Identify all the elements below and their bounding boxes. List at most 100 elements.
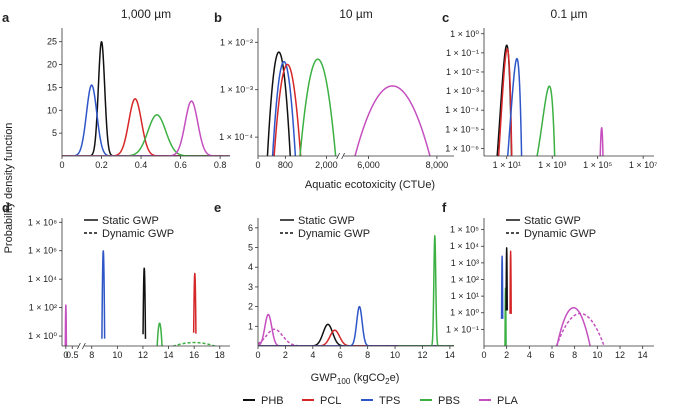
series-pbs-solid-c <box>536 85 556 156</box>
x-tick-label-c: 1 × 10⁵ <box>583 160 612 170</box>
series-pcl-solid-f <box>509 250 512 314</box>
series-pcl-solid-a <box>62 98 230 156</box>
series-phb-solid-a <box>62 40 225 156</box>
x-tick-label-d: 18 <box>215 350 225 360</box>
y-tick-label-f: 1 × 10² <box>451 274 479 284</box>
y-tick-label-f: 1 × 10⁵ <box>450 225 479 235</box>
x-tick-label-e: 12 <box>417 350 427 360</box>
y-tick-label-b: 1 × 10⁻² <box>220 37 253 47</box>
y-tick-label-e: 6 <box>248 223 253 233</box>
panel-title-c: 0.1 µm <box>551 7 588 21</box>
x-tick-label-e: 6 <box>338 350 343 360</box>
legend-label: TPS <box>379 395 400 407</box>
x-tick-label-e: 4 <box>310 350 315 360</box>
x-tick-label-f: 2 <box>504 350 509 360</box>
legend-label: PCL <box>320 395 341 407</box>
y-tick-label-e: 4 <box>248 262 253 272</box>
y-tick-label-c: 1 × 10⁻¹ <box>446 48 479 58</box>
series-pla-solid-d <box>64 304 68 346</box>
curves-d <box>64 250 217 346</box>
panel-c: 1 × 10¹ 1 × 10³ 1 × 10⁵ 1 × 10⁷ 1 × 10⁻⁶ 1 × … <box>442 7 657 170</box>
dynamic-gwp-label: Dynamic GWP <box>298 228 370 240</box>
series-pbs-solid-a <box>62 114 230 156</box>
legend-item-pbs: PBS <box>420 395 460 407</box>
y-tick-label-d: 1 × 10² <box>29 303 57 313</box>
legend-item-phb: PHB <box>243 395 284 407</box>
axis-break-mark-b <box>341 152 345 160</box>
y-tick-label-d: 1 × 10⁸ <box>28 217 57 227</box>
x-tick-label-c: 1 × 10¹ <box>493 160 521 170</box>
axis-break-mask-b <box>337 152 344 160</box>
x-tick-label-d: 12 <box>138 350 148 360</box>
y-tick-label-f: 1 × 10⁰ <box>450 308 479 318</box>
legend-label: PHB <box>261 395 284 407</box>
x-tick-label-e: 14 <box>445 350 455 360</box>
x-tick-label-e: 8 <box>365 350 370 360</box>
series-pla-solid-b <box>354 85 431 156</box>
x-tick-label-a: 0.2 <box>95 160 108 170</box>
y-tick-label-b: 1 × 10⁻⁴ <box>219 132 253 142</box>
x-tick-label-b: 6,000 <box>357 160 380 170</box>
legend-item-tps: TPS <box>361 395 400 407</box>
x-tick-label-f: 8 <box>572 350 577 360</box>
material-legend: PHB PCL TPS PBS PLA <box>243 395 518 407</box>
x-tick-label-c: 1 × 10⁷ <box>629 160 658 170</box>
series-tps-solid-d <box>101 250 106 339</box>
y-tick-label-c: 1 × 10⁰ <box>450 29 479 39</box>
dynamic-gwp-label: Dynamic GWP <box>102 228 174 240</box>
panel-title-b: 10 µm <box>339 7 373 21</box>
panel-label-f: f <box>442 200 447 215</box>
panel-label-a: a <box>2 10 10 25</box>
x-tick-label-f: 12 <box>615 350 625 360</box>
y-tick-label-e: 5 <box>248 243 253 253</box>
x-tick-label-d: 14 <box>164 350 174 360</box>
panel-b: 0 800 2,000 6,000 8,000 1 × 10⁻⁴ 1 × 10⁻³ 1 × 1… <box>214 7 454 170</box>
x-tick-label-d: 10 <box>112 350 122 360</box>
x-tick-label-a: 0.6 <box>174 160 187 170</box>
legend-item-pla: PLA <box>479 395 518 407</box>
panel-title-a: 1,000 µm <box>121 7 171 21</box>
curves-a <box>62 40 230 156</box>
static-gwp-label: Static GWP <box>102 215 159 227</box>
series-pcl-solid-c <box>497 48 513 156</box>
x-axis-label-top: Aquatic ecotoxicity (CTUe) <box>305 179 435 191</box>
panel-label-c: c <box>442 10 449 25</box>
y-tick-label-d: 1 × 10⁶ <box>28 246 57 256</box>
y-tick-label-f: 1 × 10⁴ <box>450 241 479 251</box>
series-pla-dashed-f <box>555 312 605 346</box>
legend-label: PLA <box>497 395 518 407</box>
curves-f <box>500 247 605 346</box>
panel-label-d: d <box>2 200 10 215</box>
x-tick-label-e: 0 <box>255 350 260 360</box>
y-tick-label-f: 1 × 10⁻¹ <box>446 324 479 334</box>
series-pbs-solid-d <box>156 322 163 346</box>
y-tick-label-a: 10 <box>47 105 57 115</box>
x-tick-label-f: 14 <box>638 350 648 360</box>
curves-b <box>266 51 431 156</box>
y-tick-label-c: 1 × 10⁻² <box>446 67 479 77</box>
x-tick-label-d: 8 <box>89 350 94 360</box>
y-tick-label-c: 1 × 10⁻⁶ <box>445 143 479 153</box>
y-tick-label-a: 5 <box>52 128 57 138</box>
y-tick-label-c: 1 × 10⁻⁵ <box>445 124 479 134</box>
series-pla-solid-f <box>556 306 591 346</box>
x-tick-label-d: 0.5 <box>66 350 79 360</box>
x-tick-label-b: 0 <box>255 160 260 170</box>
static-gwp-label: Static GWP <box>298 215 355 227</box>
x-tick-label-b: 800 <box>278 160 293 170</box>
x-tick-label-a: 0.4 <box>135 160 148 170</box>
curves-c <box>496 44 604 156</box>
y-axis-label: Probability density function <box>3 123 15 254</box>
y-tick-label-e: 1 <box>248 321 253 331</box>
series-pbs-solid-b <box>299 58 337 156</box>
x-tick-label-d: 16 <box>189 350 199 360</box>
axis-break-mask-d <box>78 342 85 350</box>
x-tick-label-a: 0 <box>59 160 64 170</box>
y-tick-label-b: 1 × 10⁻³ <box>220 85 253 95</box>
x-tick-label-c: 1 × 10³ <box>538 160 566 170</box>
series-pla-solid-c <box>599 127 604 156</box>
